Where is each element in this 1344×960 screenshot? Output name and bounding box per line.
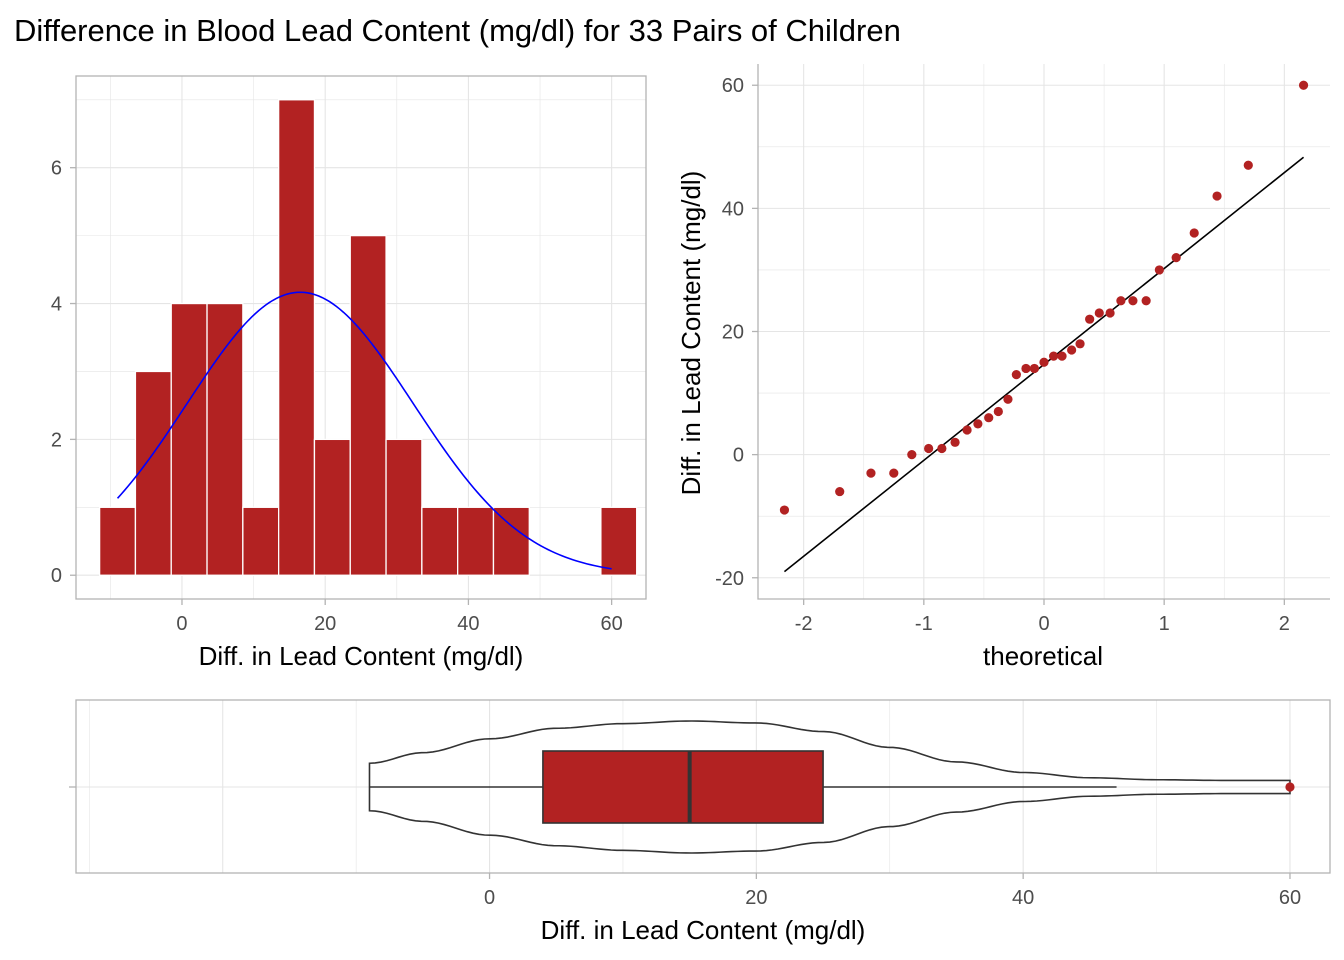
- box-iqr: [542, 750, 824, 824]
- qq-x-tick-label: 0: [1038, 613, 1049, 635]
- histogram-x-tick-label: 40: [457, 613, 479, 635]
- qq-x-tick-label: 2: [1279, 613, 1290, 635]
- violin-x-ticks: 0 20 40 60: [484, 873, 1301, 909]
- qq-y-tick-label: 60: [722, 75, 744, 97]
- histogram-x-tick-label: 60: [601, 613, 623, 635]
- qq-point: [1094, 308, 1104, 318]
- qq-point: [993, 406, 1003, 417]
- qq-point: [1154, 265, 1164, 275]
- qq-y-tick-label: 40: [722, 198, 744, 220]
- histogram-bar: [600, 506, 638, 576]
- histogram-bar: [242, 506, 280, 576]
- qq-x-tick-label: -1: [915, 613, 933, 635]
- histogram-y-tick-label: 4: [51, 294, 62, 316]
- figure-title: Difference in Blood Lead Content (mg/dl)…: [14, 13, 901, 48]
- qq-point: [835, 486, 845, 497]
- violin-x-tick-label: 40: [1012, 887, 1034, 909]
- histogram-bars: [98, 99, 638, 576]
- qq-point: [1171, 253, 1181, 263]
- histogram-bar: [170, 302, 208, 576]
- qq-point: [984, 413, 994, 423]
- histogram-x-ticks: 0 20 40 60: [176, 599, 623, 635]
- qq-point: [1039, 357, 1049, 367]
- histogram-y-ticks: 0 2 4 6: [51, 158, 76, 587]
- qq-point: [937, 443, 947, 454]
- histogram-x-tick-label: 20: [314, 613, 336, 635]
- violin-shape: [368, 720, 1291, 854]
- qq-point: [1067, 345, 1077, 355]
- histogram-bar: [421, 506, 459, 576]
- qq-y-ticks: -20 0 20 40 60: [715, 75, 758, 590]
- qq-point: [1212, 191, 1222, 201]
- violin-x-tick-label: 60: [1279, 887, 1301, 909]
- histogram-bar: [206, 302, 244, 576]
- histogram-bar: [98, 506, 137, 576]
- qq-point: [1075, 339, 1085, 349]
- qq-y-tick-label: 20: [722, 322, 744, 344]
- qq-y-axis-title: Diff. in Lead Content (mg/dl): [676, 171, 706, 496]
- qq-point: [1057, 351, 1067, 361]
- qq-point: [1243, 160, 1253, 170]
- histogram-y-tick-label: 6: [51, 158, 62, 180]
- qq-point: [1021, 363, 1031, 374]
- qq-point: [1189, 228, 1199, 238]
- histogram-panel-border: [75, 75, 647, 600]
- qq-point: [1049, 351, 1059, 361]
- qq-point: [1029, 363, 1039, 374]
- histogram-panel: 0 20 40 60 0 2 4 6 Diff. in Lead Content (mg/d…: [51, 75, 647, 671]
- box-outliers: [1285, 782, 1295, 792]
- qq-point: [1116, 296, 1126, 306]
- qq-y-tick-label: -20: [715, 568, 744, 590]
- histogram-bar: [278, 99, 316, 576]
- histogram-bar: [313, 438, 351, 576]
- qq-x-axis-title: theoretical: [983, 641, 1103, 671]
- violin-panel: 0 20 40 60 Diff. in Lead Content (mg/dl): [69, 699, 1331, 945]
- box-outlier-point: [1285, 782, 1295, 792]
- histogram-bar: [457, 506, 495, 576]
- violin-x-tick-label: 20: [745, 887, 767, 909]
- qq-point: [1105, 308, 1115, 318]
- histogram-bar: [134, 370, 172, 576]
- qq-point: [1298, 80, 1309, 90]
- qq-axis-lines: [757, 64, 1330, 600]
- histogram-bar: [385, 438, 423, 576]
- histogram-bar: [492, 506, 530, 576]
- qq-point: [907, 450, 917, 460]
- qq-point: [1128, 296, 1138, 306]
- normal-density-curve: [116, 291, 612, 570]
- qq-point: [1003, 394, 1013, 404]
- qq-x-tick-label: -2: [795, 613, 813, 635]
- violin-x-axis-title: Diff. in Lead Content (mg/dl): [541, 915, 866, 945]
- qq-point: [779, 505, 790, 515]
- qq-point: [962, 425, 972, 435]
- histogram-bar: [349, 234, 387, 576]
- histogram-x-axis-title: Diff. in Lead Content (mg/dl): [199, 641, 524, 671]
- qq-point: [1011, 369, 1021, 380]
- qq-x-tick-label: 1: [1159, 613, 1170, 635]
- qq-point: [889, 468, 899, 478]
- violin-x-tick-label: 0: [484, 887, 495, 909]
- histogram-y-tick-label: 0: [51, 565, 62, 587]
- qq-point: [950, 437, 960, 447]
- histogram-y-tick-label: 2: [51, 429, 62, 451]
- qq-point: [924, 443, 934, 454]
- qq-point: [1141, 296, 1151, 306]
- qq-point: [1085, 314, 1095, 324]
- qq-point: [973, 419, 983, 429]
- qq-point: [866, 468, 876, 478]
- qq-x-ticks: -2 -1 0 1 2: [795, 599, 1290, 635]
- qq-panel: -2 -1 0 1 2 -20 0 20 40 60 theoretical Diff. in …: [676, 64, 1330, 671]
- qq-points: [779, 80, 1309, 515]
- histogram-x-tick-label: 0: [176, 613, 187, 635]
- qq-y-tick-label: 0: [733, 445, 744, 467]
- qq-gridlines: [758, 64, 1330, 599]
